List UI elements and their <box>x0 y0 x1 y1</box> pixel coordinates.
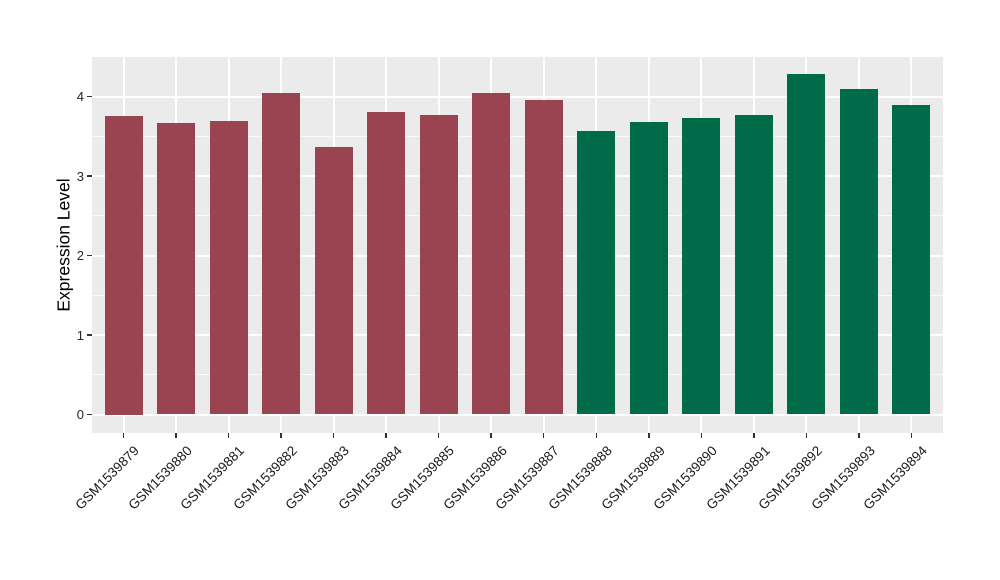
x-tick-mark <box>858 433 860 438</box>
bar-GSM1539892 <box>787 74 826 415</box>
h-gridline-minor <box>92 215 943 217</box>
bar-GSM1539890 <box>682 117 721 415</box>
x-tick-mark <box>227 433 230 438</box>
bar-GSM1539883 <box>314 146 353 415</box>
x-tick-mark <box>490 433 492 438</box>
bar-GSM1539881 <box>209 121 248 415</box>
bar-GSM1539891 <box>734 114 773 415</box>
x-tick-mark <box>910 433 913 438</box>
x-tick-mark <box>332 433 335 438</box>
bar-GSM1539879 <box>104 116 143 415</box>
bar-GSM1539887 <box>524 100 563 415</box>
bar-GSM1539893 <box>839 88 878 415</box>
y-axis-title: Expression Level <box>53 178 74 312</box>
h-gridline-minor <box>92 374 943 376</box>
bar-GSM1539880 <box>157 122 196 415</box>
x-tick-mark <box>175 433 177 438</box>
h-gridline-major <box>92 95 943 98</box>
y-tick-label: 0 <box>76 407 84 422</box>
x-tick-mark <box>753 433 755 438</box>
y-tick-mark <box>87 175 92 177</box>
plot-panel <box>92 57 943 433</box>
h-gridline-major <box>92 334 943 336</box>
h-gridline-minor <box>92 294 943 296</box>
bar-GSM1539889 <box>629 121 668 415</box>
x-tick-mark <box>280 433 282 438</box>
y-tick-mark <box>87 254 92 257</box>
h-gridline-minor <box>92 135 943 137</box>
y-tick-label: 4 <box>76 89 84 104</box>
y-tick-mark <box>87 95 92 98</box>
x-tick-mark <box>437 433 440 438</box>
x-tick-mark <box>542 433 545 438</box>
x-tick-mark <box>700 433 703 438</box>
h-gridline-major <box>92 254 943 257</box>
h-gridline-major <box>92 175 943 177</box>
bar-GSM1539888 <box>577 131 616 415</box>
x-tick-mark <box>648 433 650 438</box>
h-gridline-major <box>92 413 943 416</box>
y-tick-label: 2 <box>76 248 84 263</box>
bar-GSM1539894 <box>892 105 931 415</box>
bar-GSM1539885 <box>419 114 458 415</box>
bar-GSM1539884 <box>367 112 406 415</box>
x-tick-mark <box>385 433 387 438</box>
x-tick-mark <box>805 433 808 438</box>
bar-GSM1539882 <box>262 93 301 415</box>
y-tick-mark <box>87 413 92 416</box>
bar-GSM1539886 <box>472 93 511 415</box>
y-tick-label: 3 <box>76 168 84 184</box>
y-tick-mark <box>87 334 92 336</box>
y-tick-label: 1 <box>76 327 84 343</box>
x-tick-mark <box>595 433 598 438</box>
x-tick-mark <box>122 433 125 438</box>
